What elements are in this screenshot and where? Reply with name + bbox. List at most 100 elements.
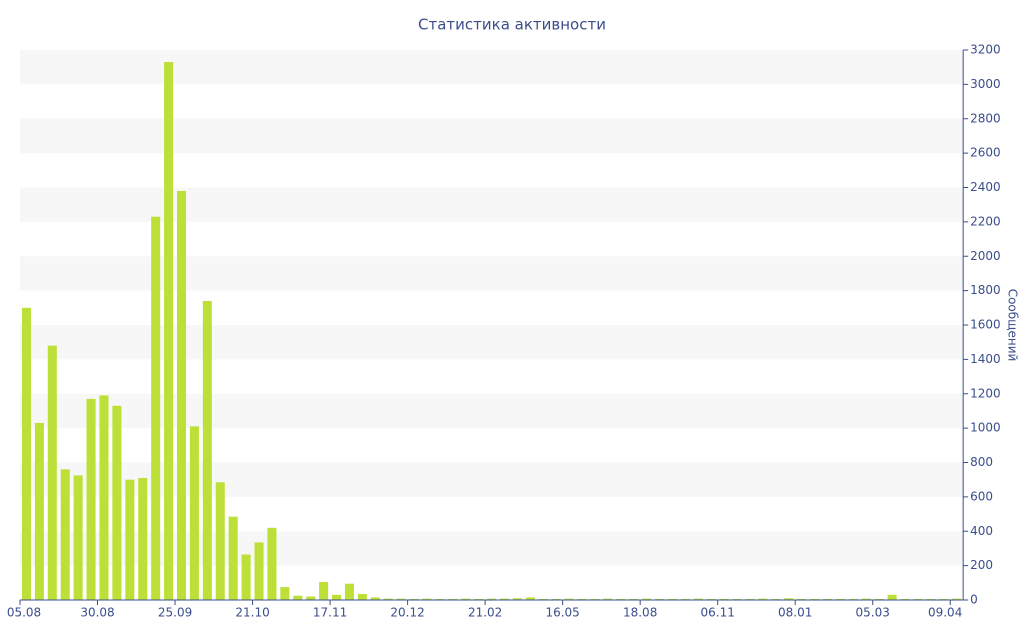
bar bbox=[396, 598, 406, 600]
grid-band bbox=[20, 393, 964, 429]
bar bbox=[538, 598, 548, 600]
bar bbox=[926, 598, 936, 600]
grid-band bbox=[20, 256, 964, 291]
bar bbox=[629, 598, 639, 600]
bar bbox=[332, 594, 342, 600]
x-tick-label: 05.03 bbox=[856, 606, 890, 620]
bar bbox=[564, 598, 574, 600]
bar bbox=[835, 598, 845, 600]
bar bbox=[525, 597, 535, 600]
bar bbox=[99, 395, 109, 600]
x-tick-label: 08.01 bbox=[778, 606, 812, 620]
y-tick-label: 2600 bbox=[970, 146, 1001, 160]
y-tick-label: 2000 bbox=[970, 249, 1001, 263]
chart-title: Статистика активности bbox=[418, 16, 606, 34]
bar bbox=[771, 598, 781, 600]
y-tick-label: 200 bbox=[970, 558, 993, 572]
grid-band bbox=[20, 462, 964, 497]
bar bbox=[267, 527, 277, 600]
bar bbox=[215, 482, 225, 600]
bar bbox=[86, 398, 96, 600]
bar bbox=[151, 216, 161, 600]
x-tick-label: 30.08 bbox=[80, 606, 114, 620]
bar bbox=[409, 598, 419, 600]
y-tick-label: 600 bbox=[970, 489, 993, 503]
bar bbox=[448, 598, 458, 600]
x-tick-label: 16.05 bbox=[545, 606, 579, 620]
bar bbox=[887, 594, 897, 600]
bar bbox=[680, 598, 690, 600]
bar bbox=[797, 598, 807, 600]
y-tick-label: 800 bbox=[970, 455, 993, 469]
x-tick-label: 17.11 bbox=[313, 606, 347, 620]
y-tick-label: 400 bbox=[970, 524, 993, 538]
grid-band bbox=[20, 531, 964, 566]
y-tick-label: 1400 bbox=[970, 352, 1001, 366]
bar bbox=[34, 422, 44, 600]
grid-band bbox=[20, 118, 964, 154]
bar bbox=[642, 598, 652, 600]
bar bbox=[758, 598, 768, 600]
x-tick-label: 18.08 bbox=[623, 606, 657, 620]
bar bbox=[474, 598, 484, 600]
bar bbox=[73, 475, 83, 600]
bar bbox=[280, 587, 290, 600]
bar bbox=[461, 598, 471, 600]
bar bbox=[822, 598, 833, 600]
bar bbox=[603, 598, 613, 600]
bar bbox=[487, 598, 497, 600]
bar bbox=[667, 598, 677, 600]
bar bbox=[590, 598, 600, 600]
bar bbox=[861, 598, 871, 600]
bar bbox=[435, 598, 445, 600]
bar bbox=[693, 598, 703, 600]
bar bbox=[784, 598, 794, 600]
x-tick-label: 21.10 bbox=[235, 606, 269, 620]
bar bbox=[810, 598, 820, 600]
bar bbox=[383, 598, 393, 600]
bar bbox=[306, 596, 316, 600]
y-tick-label: 2200 bbox=[970, 214, 1001, 228]
y-tick-label: 1800 bbox=[970, 283, 1001, 297]
bar bbox=[319, 581, 329, 600]
bar bbox=[344, 583, 354, 600]
grid-band bbox=[20, 50, 964, 85]
bar bbox=[370, 597, 380, 600]
bar bbox=[913, 598, 923, 600]
bar bbox=[47, 345, 57, 600]
bar bbox=[655, 598, 665, 600]
bar bbox=[745, 598, 755, 600]
y-tick-label: 3000 bbox=[970, 77, 1001, 91]
bar bbox=[512, 598, 522, 600]
bar bbox=[732, 598, 742, 600]
y-tick-label: 1600 bbox=[970, 318, 1001, 332]
x-tick-label: 05.08 bbox=[7, 606, 41, 620]
bar bbox=[293, 595, 303, 600]
bar bbox=[577, 598, 587, 600]
bar bbox=[241, 554, 251, 600]
y-tick-label: 2800 bbox=[970, 111, 1001, 125]
y-tick-label: 1200 bbox=[970, 386, 1001, 400]
y-axis-label: Сообщений bbox=[1006, 289, 1020, 362]
bar bbox=[874, 598, 884, 600]
bar bbox=[900, 598, 910, 600]
y-tick-label: 0 bbox=[970, 593, 978, 607]
bar bbox=[138, 477, 148, 600]
bar bbox=[189, 426, 199, 600]
bar bbox=[551, 598, 561, 600]
bar bbox=[719, 598, 729, 600]
x-tick-label: 21.02 bbox=[468, 606, 502, 620]
bar bbox=[60, 469, 70, 600]
bar bbox=[164, 62, 174, 600]
y-tick-label: 2400 bbox=[970, 180, 1001, 194]
bar bbox=[228, 516, 238, 600]
bar bbox=[21, 307, 31, 600]
bar bbox=[706, 598, 716, 600]
bar bbox=[202, 300, 212, 600]
grid-band bbox=[20, 187, 964, 222]
y-tick-label: 3200 bbox=[970, 43, 1001, 57]
bar bbox=[125, 479, 135, 600]
y-tick-label: 1000 bbox=[970, 421, 1001, 435]
bar bbox=[616, 598, 626, 600]
